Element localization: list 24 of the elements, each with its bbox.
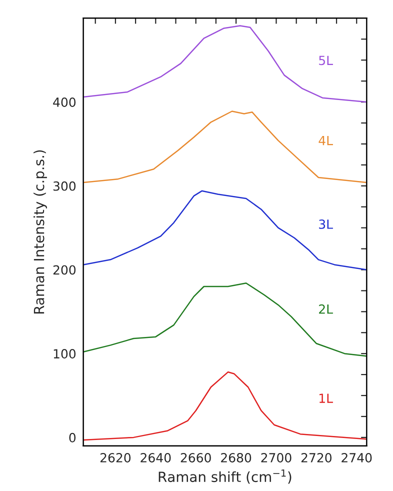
- x-tick-label: 2680: [221, 452, 252, 462]
- text: 1L: [319, 394, 333, 403]
- x-axis-title: Raman shift (cm$^{−1}$): [158, 469, 292, 484]
- text: 5L: [319, 56, 333, 66]
- line-series: [83, 190, 367, 270]
- y-axis-title: Raman Intensity (c.p.s.): [34, 150, 47, 314]
- line-series: [83, 110, 367, 184]
- line-series: [83, 282, 367, 357]
- series-label: 2L: [319, 304, 333, 314]
- x-tick-label: 2620: [100, 452, 131, 462]
- x-tick-label: 2740: [342, 452, 372, 462]
- x-tick-label: 2660: [180, 452, 211, 462]
- line-series: [83, 25, 367, 103]
- y-tick-label: 0: [69, 432, 76, 442]
- series-label: 3L: [319, 219, 333, 229]
- y-tick-label: 200: [53, 265, 76, 275]
- line-series: [83, 371, 367, 441]
- series-label: 4L: [318, 136, 333, 146]
- y-tick-label: 400: [53, 97, 76, 107]
- y-tick-label: 100: [54, 349, 76, 359]
- y-tick-label: 300: [53, 181, 76, 191]
- x-tick-label: 2700: [261, 452, 292, 462]
- x-tick-label: 2640: [140, 452, 171, 462]
- x-tick-label: 2720: [301, 452, 332, 462]
